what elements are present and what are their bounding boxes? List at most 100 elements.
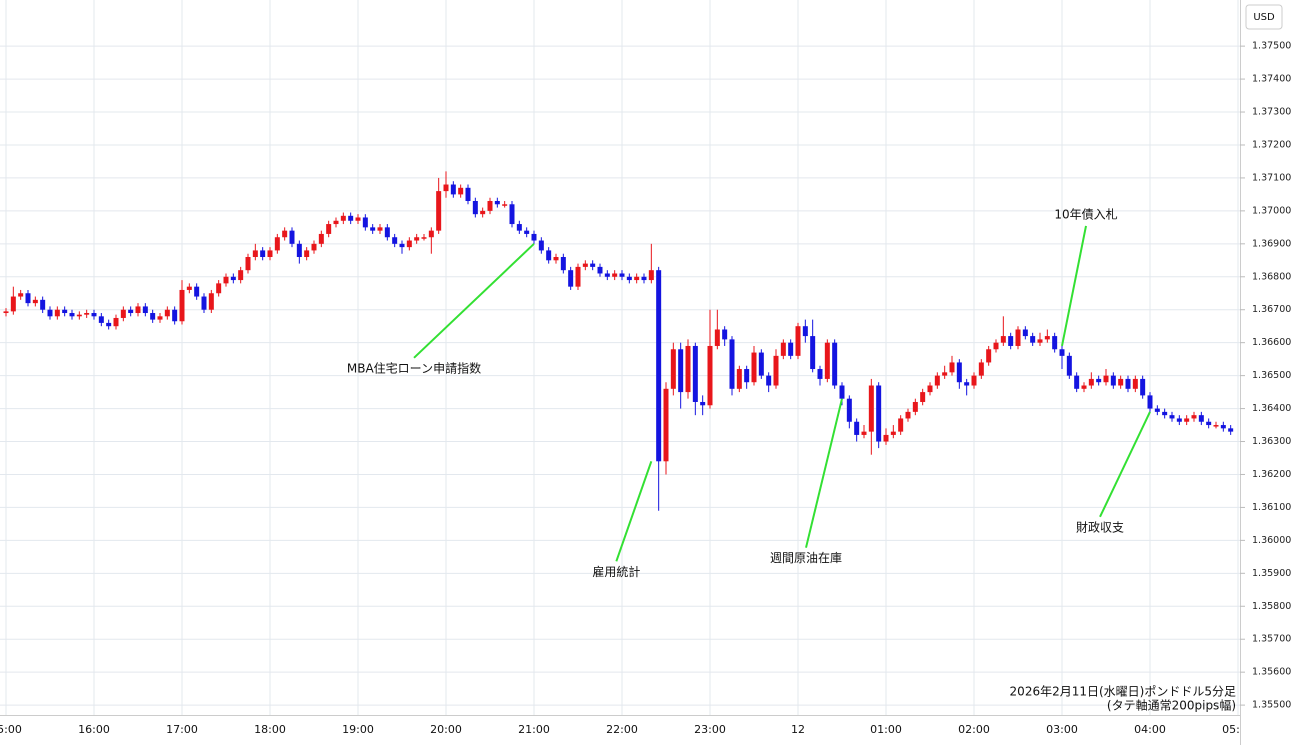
x-tick-label: 05:00 (1222, 723, 1254, 736)
x-tick-label: 16:00 (78, 723, 110, 736)
candle-body (949, 362, 955, 373)
candle-body (1220, 425, 1226, 429)
y-tick-label: 1.37200 (1252, 139, 1291, 150)
candle-body (890, 431, 896, 435)
candle-body (722, 329, 728, 340)
candle-body (3, 311, 9, 314)
y-tick-label: 1.36800 (1252, 271, 1291, 282)
candle-body (685, 345, 691, 393)
candle-body (912, 401, 918, 412)
candle-body (934, 375, 940, 386)
y-tick-label: 1.36400 (1252, 403, 1291, 414)
candle-body (1198, 415, 1204, 422)
candle-body (1052, 336, 1058, 350)
y-tick-label: 1.35800 (1252, 601, 1291, 612)
candle-body (1059, 349, 1065, 356)
candle-body (824, 342, 830, 379)
annotation-label: 雇用統計 (592, 564, 640, 579)
annotation-label: 週間原油在庫 (770, 551, 842, 565)
candle-body (40, 299, 46, 310)
candle-body (333, 220, 339, 225)
candle-body (296, 243, 302, 258)
candle-body (208, 293, 214, 310)
candle-body (670, 349, 676, 389)
x-tick-label: 15:00 (0, 723, 22, 736)
candle-body (135, 306, 141, 314)
candle-body (1044, 336, 1050, 340)
candle-body (355, 217, 361, 221)
candle-body (1191, 415, 1197, 419)
candle-body (795, 326, 801, 356)
candle-body (590, 263, 596, 267)
candle-body (465, 187, 471, 201)
candle-body (612, 273, 618, 277)
candle-body (956, 362, 962, 383)
plot-area: 15:00 16:00 17:00 18:00 19:00 20:00 21:00 22:00… (0, 0, 1254, 736)
candle-body (47, 309, 53, 317)
candle-body (502, 204, 508, 206)
x-tick-label: 21:00 (518, 723, 550, 736)
candle-body (876, 385, 882, 442)
x-tick-label: 02:00 (958, 723, 990, 736)
annotation-line (615, 460, 653, 562)
candle-body (1008, 336, 1014, 346)
candle-body (304, 250, 310, 258)
candle-body (553, 257, 559, 261)
candle-body (516, 224, 522, 231)
annotation-line (413, 243, 535, 359)
candle-body (993, 342, 999, 350)
x-tick-label: 12 (791, 723, 805, 736)
candle-body (538, 240, 544, 251)
candle-body (905, 411, 911, 419)
caption: (タテ軸通常200pips幅) (1107, 698, 1236, 713)
candle-body (76, 314, 82, 317)
candle-body (1154, 408, 1160, 412)
candle-body (560, 257, 566, 271)
candle-body (1176, 418, 1182, 422)
candle-body (1132, 378, 1138, 389)
candle-body (370, 227, 376, 231)
annotation-line (1061, 225, 1087, 347)
candle-body (216, 283, 222, 294)
candle-body (267, 250, 273, 258)
candle-body (971, 375, 977, 386)
y-tick-label: 1.35500 (1252, 700, 1291, 711)
candle-body (443, 184, 449, 192)
candle-body (274, 237, 280, 251)
candle-body (436, 191, 442, 231)
y-tick-label: 1.36300 (1252, 436, 1291, 447)
candle-body (311, 243, 317, 251)
candle-body (399, 243, 405, 248)
candle-body (69, 313, 75, 317)
candle-body (164, 309, 170, 317)
candle-body (487, 200, 493, 211)
y-tick-label: 1.37500 (1252, 41, 1291, 52)
x-tick-label: 03:00 (1046, 723, 1078, 736)
candle-body (619, 273, 625, 277)
candle-body (1015, 329, 1021, 346)
candle-body (91, 313, 97, 317)
candle-body (10, 296, 16, 312)
candle-body (751, 352, 757, 383)
candle-body (377, 227, 383, 231)
candle-body (1125, 378, 1131, 389)
x-tick-label: 20:00 (430, 723, 462, 736)
candle-body (964, 382, 970, 386)
candle-body (1140, 378, 1146, 396)
candle-body (62, 309, 68, 314)
candle-body (1118, 378, 1124, 386)
candle-body (854, 421, 860, 435)
x-tick-label: 01:00 (870, 723, 902, 736)
candle-body (575, 266, 581, 287)
candle-body (744, 369, 750, 383)
candle-body (384, 227, 390, 238)
candle-body (780, 342, 786, 356)
candle-body (531, 233, 537, 241)
candle-body (128, 309, 134, 314)
currency-label: USD (1253, 12, 1275, 23)
candle-body (186, 286, 192, 290)
candle-body (692, 345, 698, 402)
candle-body (414, 237, 420, 241)
candle-body (1066, 355, 1072, 376)
